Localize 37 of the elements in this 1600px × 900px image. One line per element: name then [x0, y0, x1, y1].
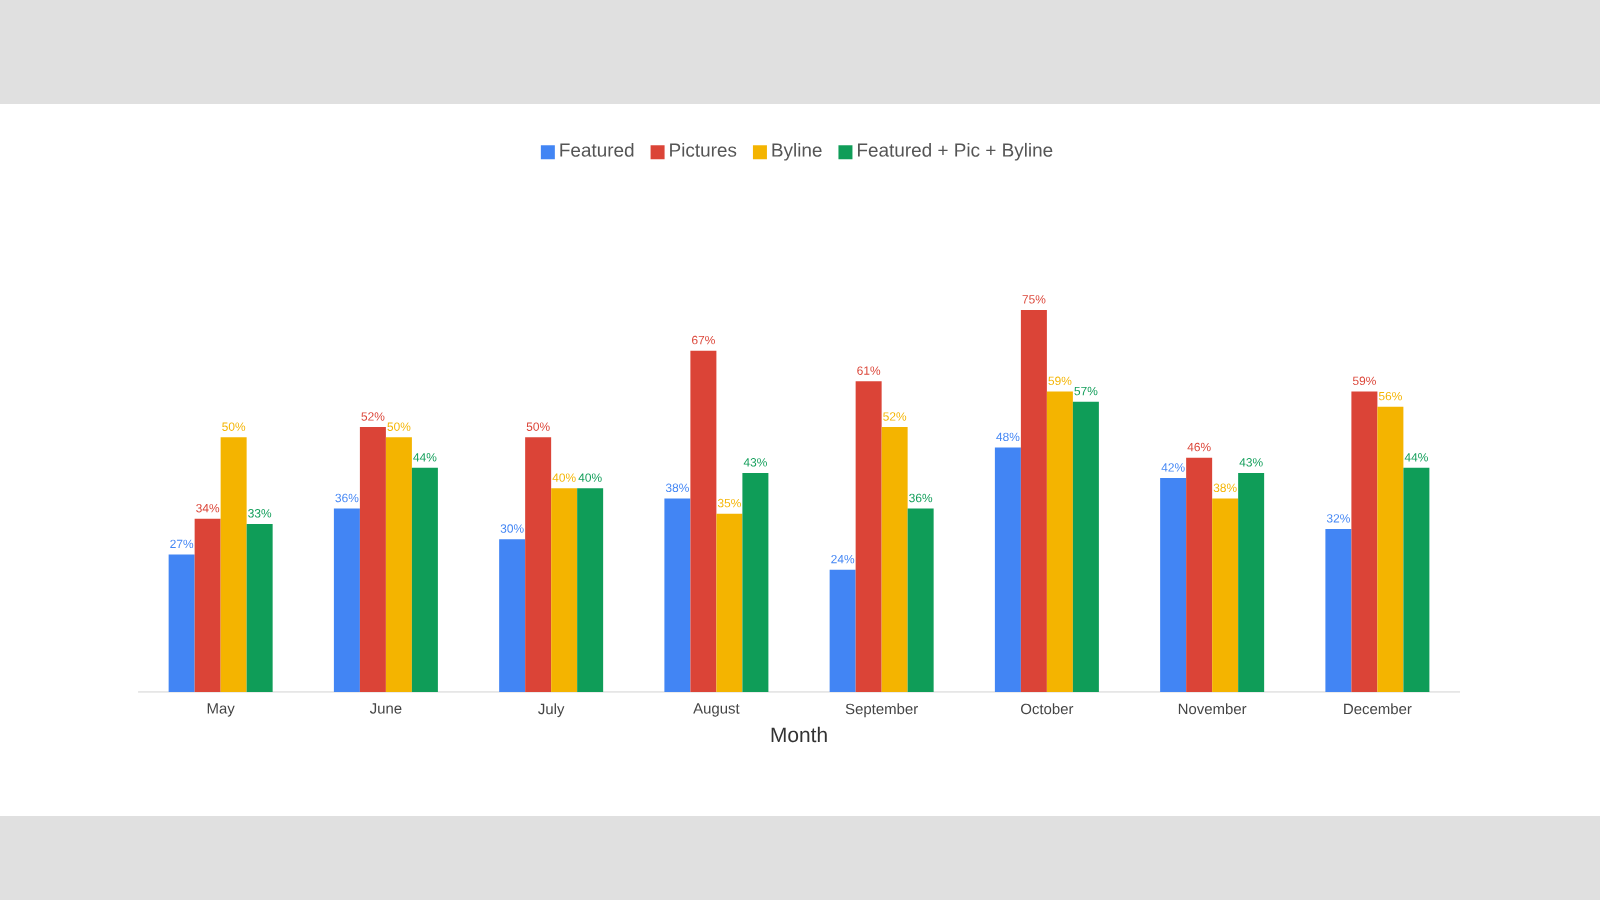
bar — [385, 437, 412, 692]
legend-label: Featured + Pic + Byline — [858, 142, 1053, 161]
bar — [577, 488, 604, 692]
bar — [1238, 472, 1265, 692]
bar — [411, 467, 438, 692]
bar — [1160, 478, 1187, 692]
legend-label: Pictures — [670, 142, 737, 157]
bar — [333, 508, 360, 692]
bar — [551, 488, 578, 692]
bar — [1351, 391, 1378, 692]
bar — [664, 498, 691, 692]
bar — [907, 508, 934, 692]
bar — [1186, 457, 1213, 692]
bar — [829, 569, 856, 692]
bar — [994, 447, 1021, 692]
bar — [525, 437, 552, 692]
bar — [1212, 498, 1239, 692]
bar — [1403, 467, 1430, 692]
bar — [881, 427, 908, 692]
bar — [1046, 391, 1073, 692]
bar — [1325, 528, 1352, 692]
legend-label: Featured — [560, 142, 634, 157]
legend-label: Byline — [772, 142, 822, 161]
bar — [855, 381, 882, 692]
bar — [168, 554, 195, 692]
bar — [220, 437, 247, 692]
x-axis-title: Month — [771, 726, 827, 743]
bar — [499, 539, 526, 692]
bar — [716, 513, 743, 692]
bar — [1020, 309, 1047, 692]
bar — [742, 472, 769, 692]
bar — [194, 518, 221, 692]
bar — [1377, 406, 1404, 692]
bar — [359, 427, 386, 692]
bar — [246, 523, 273, 692]
bar — [690, 350, 717, 692]
bar — [1072, 401, 1099, 692]
